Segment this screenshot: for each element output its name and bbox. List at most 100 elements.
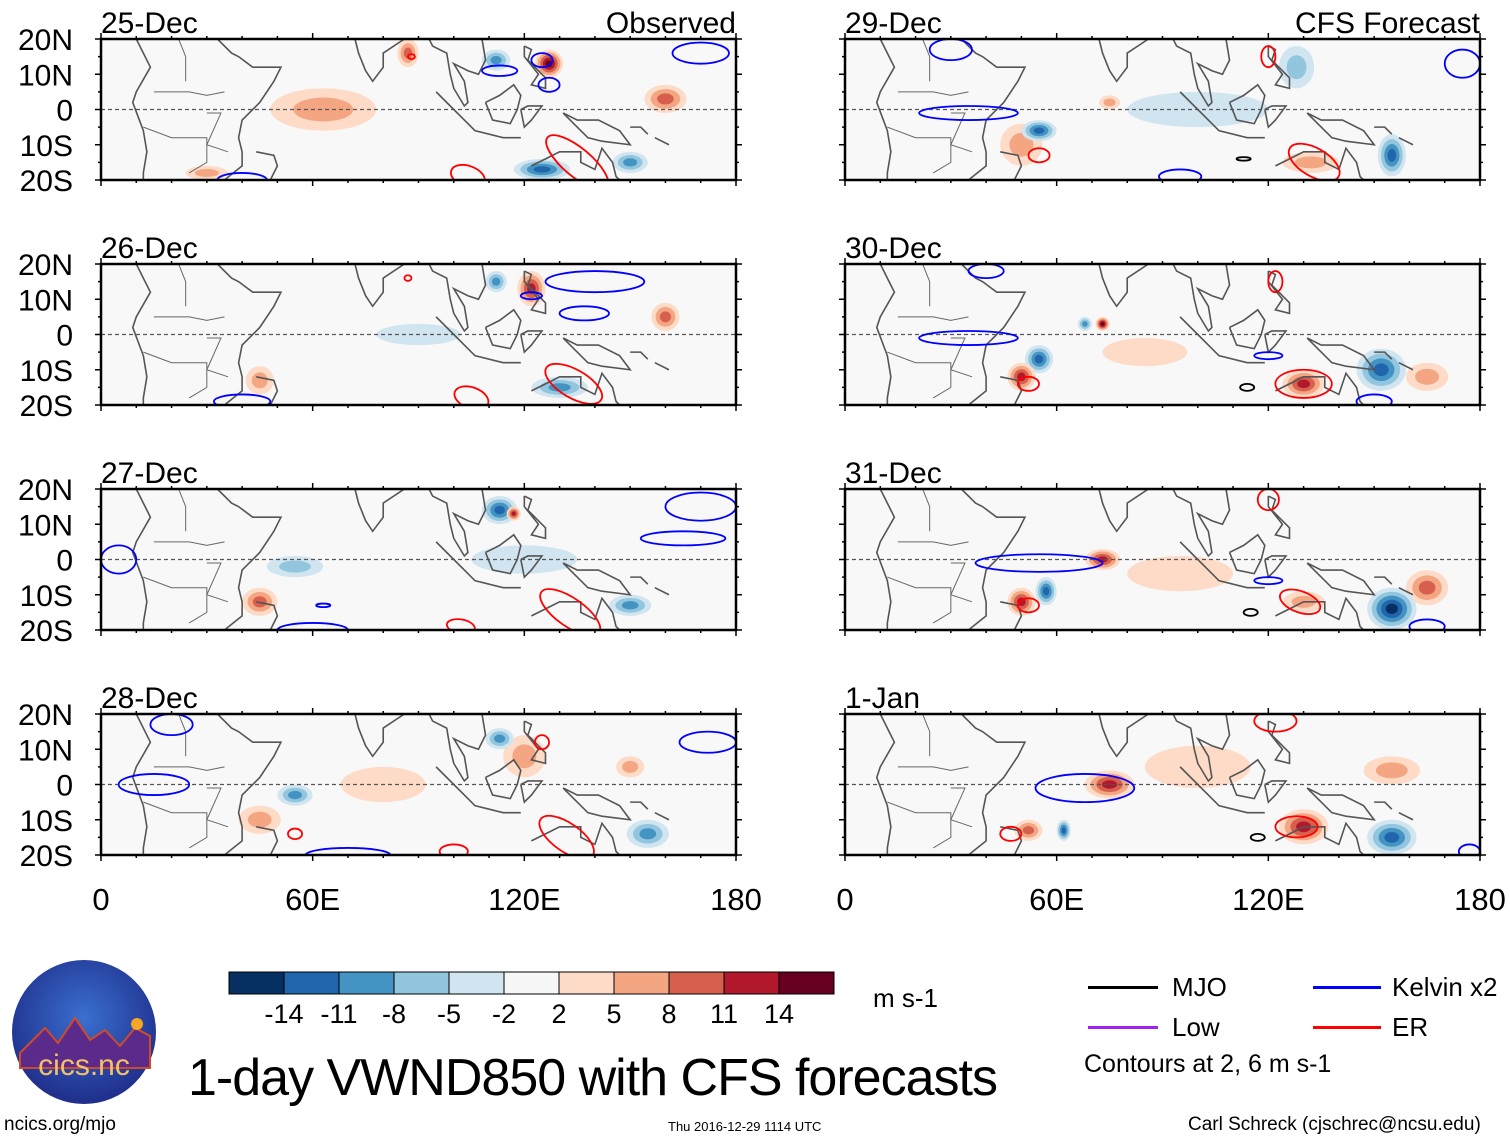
country-border bbox=[143, 351, 208, 399]
kelvin-contour bbox=[928, 39, 973, 62]
coastline bbox=[520, 780, 544, 804]
kelvin-contour bbox=[276, 622, 349, 630]
er-contour bbox=[450, 163, 486, 180]
coastline bbox=[1398, 361, 1414, 371]
lon-label: 120E bbox=[488, 882, 560, 917]
lon-label: 0 bbox=[836, 882, 853, 917]
country-border bbox=[897, 766, 969, 771]
country-border bbox=[206, 562, 229, 603]
colorbar-tick-label: 5 bbox=[606, 999, 621, 1029]
lat-label: 20S bbox=[20, 840, 73, 873]
wind-anomaly-patch bbox=[494, 505, 505, 515]
kelvin-contour bbox=[967, 264, 1005, 279]
lat-label: 10N bbox=[18, 284, 73, 317]
lat-label: 10N bbox=[18, 734, 73, 767]
coastline bbox=[484, 533, 522, 575]
coastline bbox=[1179, 766, 1265, 814]
colorbar-swatch bbox=[778, 971, 835, 995]
coastline bbox=[523, 720, 547, 765]
wind-anomaly-patch bbox=[1102, 338, 1188, 367]
wind-anomaly-patch bbox=[490, 55, 502, 65]
wind-anomaly-patch bbox=[1375, 762, 1408, 779]
kelvin-contour bbox=[1253, 576, 1284, 586]
wind-anomaly-patch bbox=[1127, 555, 1234, 592]
country-border bbox=[887, 351, 952, 399]
coastline bbox=[302, 39, 304, 40]
coastline bbox=[1275, 821, 1365, 855]
kelvin-contour bbox=[212, 393, 272, 405]
lat-label: 10S bbox=[20, 805, 73, 838]
coastline bbox=[1000, 151, 1023, 180]
colorbar-units: m s-1 bbox=[873, 983, 938, 1013]
er-contour bbox=[438, 843, 469, 855]
colorbar-swatch bbox=[503, 971, 560, 995]
coastline bbox=[1179, 91, 1265, 139]
colorbar-swatch bbox=[228, 971, 285, 995]
coastline bbox=[654, 361, 670, 371]
colorbar-tick-label: 14 bbox=[764, 999, 794, 1029]
wind-anomaly-patch bbox=[1387, 148, 1397, 162]
footer-url[interactable]: ncics.org/mjo bbox=[4, 1114, 116, 1135]
cics-logo: cics.nc bbox=[10, 958, 158, 1106]
coastline bbox=[353, 264, 487, 333]
footer-timestamp: Thu 2016-12-29 1114 UTC bbox=[668, 1119, 822, 1134]
coastline bbox=[562, 787, 632, 821]
coastline bbox=[1398, 586, 1414, 596]
coastline bbox=[875, 264, 896, 405]
coastline bbox=[1374, 576, 1393, 585]
country-border bbox=[143, 801, 208, 849]
wind-anomaly-patch bbox=[288, 790, 302, 800]
er-contour bbox=[999, 825, 1023, 842]
lat-label: 20N bbox=[18, 474, 73, 507]
er-contour bbox=[1278, 588, 1322, 615]
wind-anomaly-patch bbox=[621, 601, 639, 610]
colorbar-swatch bbox=[613, 971, 670, 995]
wind-anomaly-patch bbox=[1042, 586, 1050, 596]
coastline bbox=[302, 489, 304, 490]
country-border bbox=[206, 337, 229, 378]
country-border bbox=[897, 541, 969, 546]
country-border bbox=[153, 541, 225, 546]
coastline bbox=[1179, 541, 1265, 589]
coastline bbox=[1046, 714, 1048, 715]
legend: MJO Kelvin x2 Low ER bbox=[1088, 970, 1508, 1050]
coastline bbox=[1264, 780, 1288, 804]
panel-date-label: 28-Dec bbox=[101, 682, 198, 715]
coastline bbox=[1097, 714, 1231, 783]
wind-anomaly-patch bbox=[293, 97, 354, 122]
country-border bbox=[922, 714, 931, 757]
mjo-contour bbox=[1235, 156, 1252, 162]
lat-label: 10S bbox=[20, 355, 73, 388]
coastline bbox=[1264, 105, 1288, 129]
coastline bbox=[1267, 45, 1291, 90]
lat-label: 20S bbox=[20, 165, 73, 198]
country-border bbox=[887, 576, 952, 624]
coastline bbox=[216, 714, 283, 855]
coastline bbox=[960, 714, 1027, 855]
coastline bbox=[1228, 758, 1266, 800]
coastline bbox=[353, 714, 487, 783]
lat-label: 20N bbox=[18, 249, 73, 282]
er-contour bbox=[1016, 375, 1040, 392]
coastline bbox=[131, 489, 152, 630]
er-contour bbox=[1027, 147, 1051, 164]
coastline bbox=[875, 489, 896, 630]
wind-anomaly-patch bbox=[1034, 354, 1044, 364]
legend-low-label: Low bbox=[1172, 1012, 1220, 1042]
wind-anomaly-patch bbox=[491, 277, 501, 286]
coastline bbox=[531, 596, 621, 630]
map-panel-30-dec: 30-Dec bbox=[839, 232, 1486, 411]
er-contour bbox=[544, 362, 604, 405]
map-panel-31-dec: 31-Dec bbox=[839, 457, 1486, 636]
map-panel-1-jan: 1-Jan 0 60E 120E 180 bbox=[836, 682, 1505, 917]
coastline bbox=[960, 264, 1027, 405]
coastline bbox=[256, 151, 279, 180]
kelvin-contour bbox=[519, 291, 543, 301]
coastline bbox=[520, 555, 544, 579]
kelvin-contour bbox=[1355, 393, 1393, 405]
coastline bbox=[256, 376, 279, 405]
map-content bbox=[845, 489, 1480, 630]
coastline bbox=[1275, 596, 1365, 630]
